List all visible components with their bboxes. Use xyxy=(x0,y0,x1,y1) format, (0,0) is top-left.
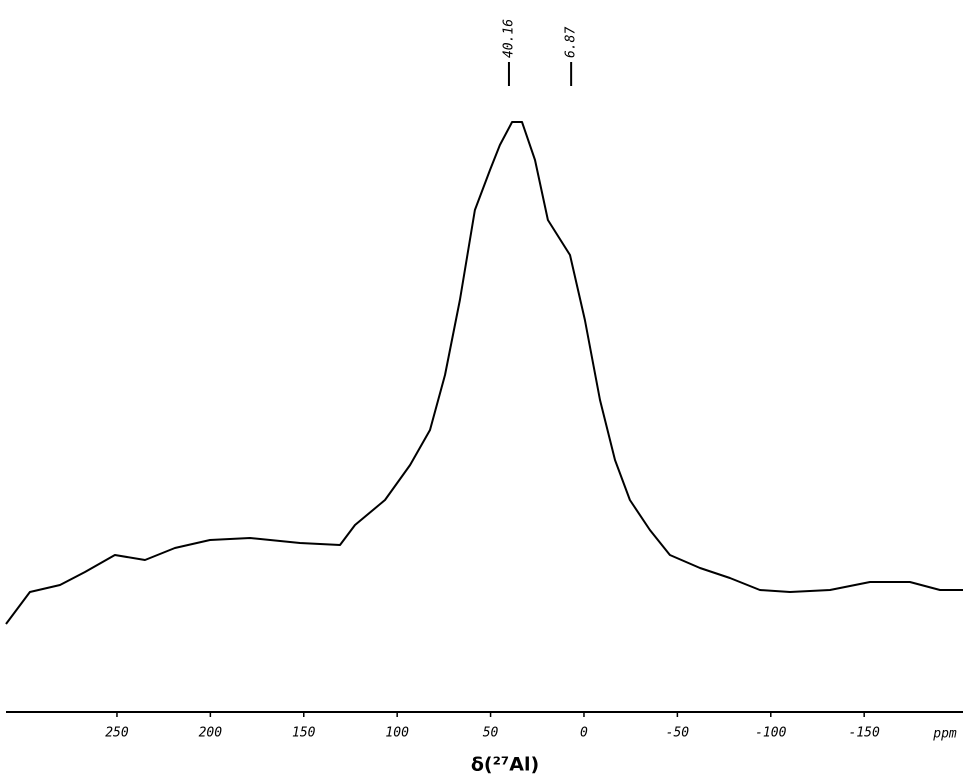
x-tick-label: 250 xyxy=(105,726,129,741)
x-tick-label: -100 xyxy=(755,726,786,741)
x-tick-label: 0 xyxy=(580,726,588,741)
x-unit: ppm xyxy=(932,727,957,742)
x-tick-label: 100 xyxy=(385,726,409,741)
x-tick-label: 150 xyxy=(292,726,316,741)
spectrum-line xyxy=(5,121,963,625)
x-tick-label: 200 xyxy=(199,726,223,741)
peak-label: 40.16 xyxy=(501,19,516,58)
x-tick-label: -150 xyxy=(849,726,880,741)
x-tick-label: 50 xyxy=(483,726,499,741)
peak-label: 6.87 xyxy=(564,27,579,58)
x-axis-title: δ(²⁷Al) xyxy=(471,754,539,776)
x-tick-label: -50 xyxy=(666,726,690,741)
